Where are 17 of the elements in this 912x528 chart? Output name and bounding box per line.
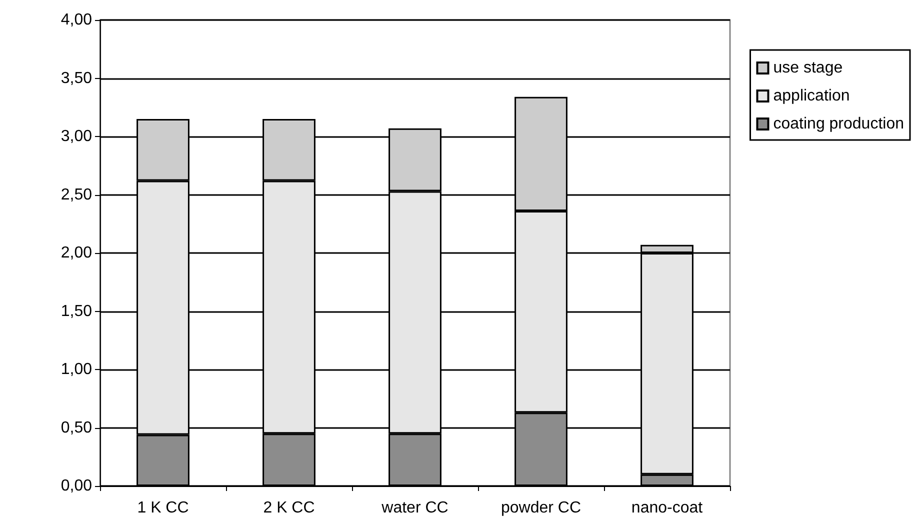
y-tick-label: 2,50 <box>60 186 92 204</box>
legend-label: coating production <box>773 116 904 132</box>
y-tick-label: 3,50 <box>60 70 92 87</box>
x-tick-label: 1 K CC <box>137 500 189 516</box>
legend-label: use stage <box>773 60 843 76</box>
y-tick-label: 3,00 <box>60 128 92 145</box>
y-tick-label: 4,00 <box>60 12 92 28</box>
x-tick-label: nano-coat <box>631 500 704 516</box>
legend-label: application <box>773 88 850 104</box>
x-tick-label: 2 K CC <box>263 500 315 516</box>
x-tick-label: powder CC <box>500 500 582 516</box>
y-tick-label: 0,50 <box>60 419 92 436</box>
x-tick-label: water CC <box>380 500 448 516</box>
y-tick-label: 1,00 <box>60 361 92 378</box>
y-tick-label: 1,50 <box>60 302 92 320</box>
y-tick-label: 2,00 <box>60 244 92 262</box>
y-tick-label: 0,00 <box>60 478 92 494</box>
